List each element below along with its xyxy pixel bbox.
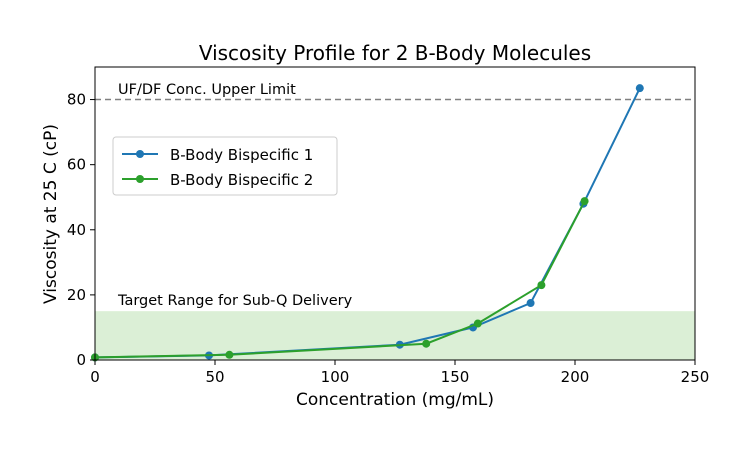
target-band-label: Target Range for Sub-Q Delivery xyxy=(117,293,353,309)
legend-marker-series-2 xyxy=(136,175,144,183)
y-tick-label: 20 xyxy=(67,286,86,304)
legend-label-series-1: B-Body Bispecific 1 xyxy=(170,146,313,164)
data-point-series-2 xyxy=(225,350,234,359)
x-tick-label: 50 xyxy=(205,368,224,386)
y-tick-label: 80 xyxy=(67,91,86,109)
legend: B-Body Bispecific 1 B-Body Bispecific 2 xyxy=(112,136,338,196)
y-tick-label: 60 xyxy=(67,156,86,174)
chart-title: Viscosity Profile for 2 B-Body Molecules xyxy=(199,41,591,65)
target-range-band xyxy=(95,311,695,360)
series-line-2 xyxy=(94,200,586,359)
x-tick-label: 250 xyxy=(681,368,710,386)
legend-label-series-2: B-Body Bispecific 2 xyxy=(170,171,313,189)
data-point-series-2 xyxy=(580,197,589,206)
legend-marker-series-1 xyxy=(136,150,144,158)
legend-box xyxy=(112,136,338,196)
data-point-series-1 xyxy=(526,299,535,308)
x-axis-label: Concentration (mg/mL) xyxy=(296,390,494,410)
data-point-series-2 xyxy=(473,319,482,328)
data-point-series-2 xyxy=(422,339,431,348)
x-tick-label: 100 xyxy=(321,368,350,386)
x-tick-label: 0 xyxy=(90,368,100,386)
data-point-series-1 xyxy=(635,84,644,93)
x-tick-label: 150 xyxy=(441,368,470,386)
data-point-series-2 xyxy=(537,281,546,290)
y-axis-label: Viscosity at 25 C (cP) xyxy=(41,124,61,304)
upper-limit-label: UF/DF Conc. Upper Limit xyxy=(118,82,296,98)
plot-frame xyxy=(94,66,696,361)
x-tick-label: 200 xyxy=(561,368,590,386)
y-tick-label: 40 xyxy=(67,221,86,239)
y-tick-label: 0 xyxy=(76,351,86,369)
